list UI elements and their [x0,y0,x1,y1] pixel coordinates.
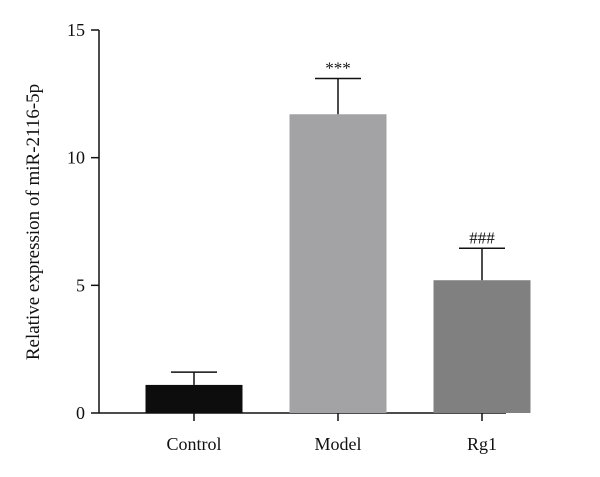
x-tick-label: Rg1 [467,434,497,454]
y-tick-label: 15 [67,20,85,40]
bar-rg1 [433,280,531,413]
y-tick-label: 10 [67,148,85,168]
y-tick-label: 5 [76,275,85,295]
error-bars [171,77,505,385]
y-axis-label: Relative expression of miR-2116-5p [23,84,44,360]
x-tick-label: Model [315,434,362,454]
bar-control [145,384,243,413]
y-axis: 0 5 10 15 [67,20,100,423]
x-axis: Control Model Rg1 [99,412,506,454]
y-tick-label: 0 [76,403,85,423]
labels: *** ### [325,59,495,248]
bars [145,114,531,413]
significance-label: ### [469,228,495,247]
bar-model [289,114,387,413]
significance-label: *** [325,59,351,78]
x-tick-label: Control [166,434,221,454]
